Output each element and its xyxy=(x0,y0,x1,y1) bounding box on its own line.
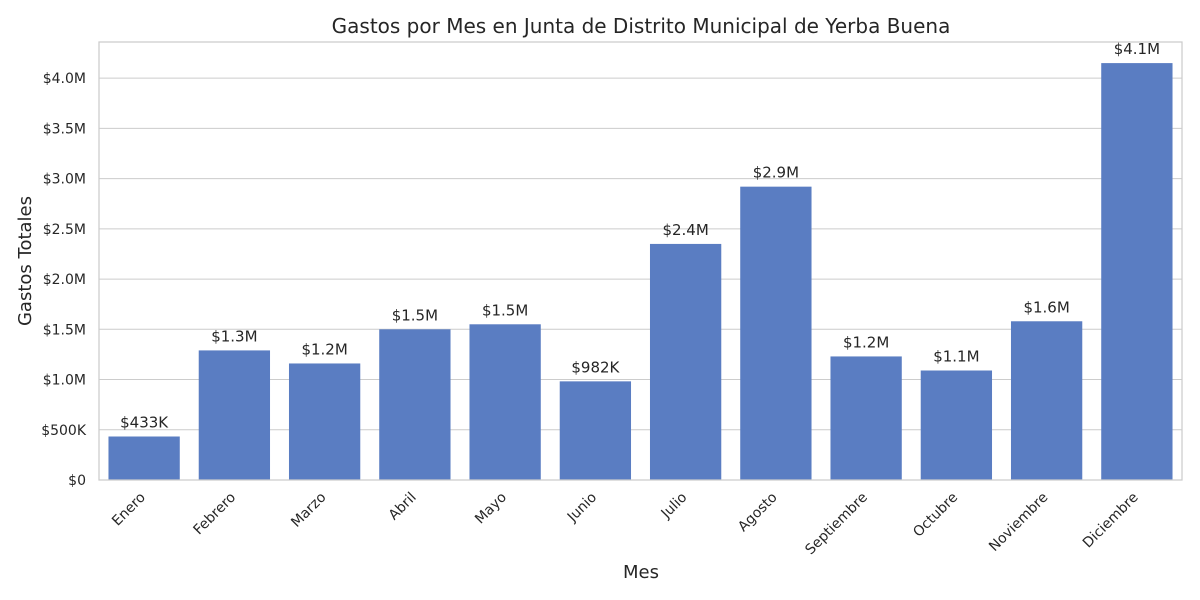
data-label: $1.5M xyxy=(482,301,528,319)
x-tick-label: Diciembre xyxy=(1080,490,1142,552)
y-tick-label: $500K xyxy=(41,423,87,439)
x-tick-label: Enero xyxy=(109,490,149,530)
bar-junio xyxy=(559,381,632,480)
bar-noviembre xyxy=(1010,321,1083,480)
bar-abril xyxy=(379,329,451,480)
data-label: $433K xyxy=(120,414,169,432)
x-tick-label: Mayo xyxy=(472,490,510,528)
data-label: $4.1M xyxy=(1114,40,1160,58)
y-tick-label: $3.5M xyxy=(43,121,86,137)
chart-title: Gastos por Mes en Junta de Distrito Muni… xyxy=(332,14,951,38)
bar-julio xyxy=(649,243,722,480)
plot-frame xyxy=(98,41,1183,481)
x-tick-label: Septiembre xyxy=(802,490,871,559)
x-tick-label: Octubre xyxy=(910,490,961,541)
y-tick-label: $2.0M xyxy=(43,272,86,288)
x-tick-label: Marzo xyxy=(288,490,329,531)
bar-marzo xyxy=(288,363,361,480)
data-label: $1.5M xyxy=(392,306,438,324)
x-tick-label: Abril xyxy=(386,490,420,524)
bar-diciembre xyxy=(1101,63,1173,481)
data-label: $2.9M xyxy=(753,164,799,182)
data-label: $2.4M xyxy=(662,221,708,239)
x-tick-label: Julio xyxy=(658,490,691,523)
data-label: $1.2M xyxy=(843,333,889,351)
bar-enero xyxy=(108,436,180,480)
x-tick-label: Junio xyxy=(564,490,600,526)
y-axis-ticks: $0 $500K $1.0M $1.5M $2.0M $2.5M $3.0M $3.5M $4.… xyxy=(41,71,87,489)
data-label: $982K xyxy=(571,358,620,376)
gridlines xyxy=(99,77,1182,481)
bar-septiembre xyxy=(830,356,902,480)
data-label: $1.2M xyxy=(301,340,347,358)
y-tick-label: $3.0M xyxy=(43,172,86,188)
data-label: $1.3M xyxy=(211,327,257,345)
y-tick-label: $4.0M xyxy=(43,71,86,87)
bars xyxy=(108,63,1173,481)
data-label: $1.6M xyxy=(1023,298,1069,316)
bar-mayo xyxy=(469,324,541,480)
data-labels: $433K $1.3M $1.2M $1.5M $1.5M $982K $2.4M $2.9M… xyxy=(120,40,1160,431)
y-axis-title: Gastos Totales xyxy=(15,196,36,326)
x-tick-label: Noviembre xyxy=(986,490,1051,555)
bar-octubre xyxy=(920,370,993,480)
data-label: $1.1M xyxy=(933,348,979,366)
y-tick-label: $0 xyxy=(68,473,86,489)
y-tick-label: $1.0M xyxy=(43,373,86,389)
x-tick-label: Febrero xyxy=(191,490,240,539)
y-tick-label: $1.5M xyxy=(43,322,86,338)
bar-agosto xyxy=(740,186,812,480)
x-axis-title: Mes xyxy=(623,562,659,583)
y-tick-label: $2.5M xyxy=(43,222,86,238)
bar-febrero xyxy=(198,350,271,480)
x-axis-ticks: Enero Febrero Marzo Abril Mayo Junio Julio Agos… xyxy=(109,490,1142,559)
x-tick-label: Agosto xyxy=(735,490,781,536)
